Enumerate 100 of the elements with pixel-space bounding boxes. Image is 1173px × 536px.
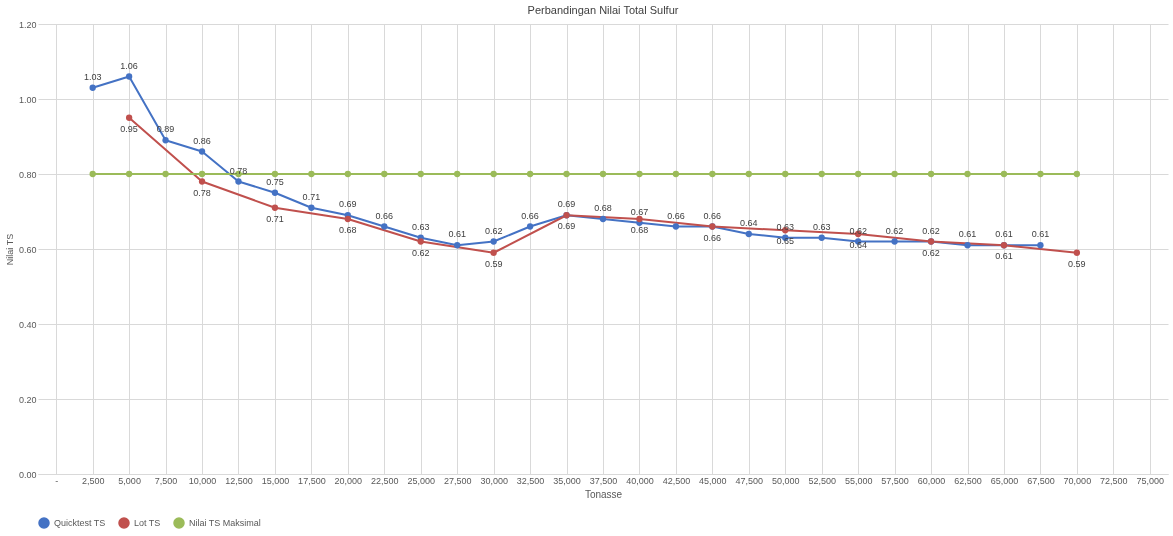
data-label: 0.68 bbox=[594, 203, 612, 213]
x-tick-label: 2,500 bbox=[81, 475, 105, 486]
point bbox=[709, 170, 716, 178]
data-label: 0.64 bbox=[849, 240, 867, 250]
point bbox=[891, 170, 898, 178]
data-label: 0.68 bbox=[630, 225, 649, 235]
point bbox=[308, 170, 315, 178]
point bbox=[235, 178, 242, 185]
x-tick-label: 60,000 bbox=[917, 475, 946, 486]
data-label: 0.69 bbox=[557, 199, 576, 210]
data-label: 1.06 bbox=[120, 60, 138, 71]
point bbox=[1037, 242, 1044, 249]
x-tick-label: 67,500 bbox=[1027, 475, 1055, 486]
data-label: 0.68 bbox=[339, 225, 357, 235]
point bbox=[1073, 170, 1081, 178]
point bbox=[490, 170, 497, 178]
data-label: 0.59 bbox=[1068, 258, 1086, 269]
data-label: 0.61 bbox=[1031, 229, 1050, 240]
data-label: 0.63 bbox=[812, 221, 831, 232]
x-tick-label: 37,500 bbox=[589, 475, 618, 486]
point bbox=[344, 215, 351, 223]
point bbox=[271, 189, 279, 196]
point bbox=[381, 170, 388, 178]
data-label: 0.95 bbox=[120, 123, 138, 134]
y-tick-label: 1.00 bbox=[18, 94, 37, 105]
data-label: 0.67 bbox=[630, 206, 649, 217]
point bbox=[490, 238, 497, 245]
point bbox=[381, 223, 388, 230]
point bbox=[417, 170, 424, 178]
x-tick-label: 45,000 bbox=[699, 475, 727, 486]
data-label: 0.69 bbox=[557, 221, 576, 232]
point bbox=[636, 170, 643, 178]
point bbox=[89, 170, 96, 178]
point bbox=[855, 170, 862, 178]
data-label: 0.61 bbox=[958, 229, 977, 240]
data-label: 0.59 bbox=[484, 258, 503, 269]
data-label: 0.62 bbox=[411, 247, 430, 258]
x-tick-label: 50,000 bbox=[771, 475, 800, 486]
point bbox=[891, 238, 898, 245]
point bbox=[198, 178, 206, 185]
x-tick-label: 52,500 bbox=[808, 475, 836, 486]
data-label: 0.71 bbox=[266, 213, 284, 224]
point bbox=[198, 170, 206, 178]
point bbox=[89, 84, 96, 91]
data-label: 0.69 bbox=[339, 199, 357, 210]
data-label: 0.61 bbox=[995, 229, 1013, 240]
y-tick-label: 1.20 bbox=[18, 19, 37, 30]
y-tick-label: 0.00 bbox=[18, 469, 37, 480]
point bbox=[672, 170, 680, 178]
point bbox=[1000, 170, 1008, 178]
x-tick-label: 35,000 bbox=[553, 475, 581, 486]
x-tick-label: 47,500 bbox=[735, 475, 764, 486]
chart-title: Perbandingan Nilai Total Sulfur bbox=[527, 4, 679, 16]
point bbox=[162, 170, 169, 178]
x-axis-title: Tonasse bbox=[584, 488, 623, 500]
point bbox=[344, 170, 351, 178]
point bbox=[745, 170, 752, 178]
data-label: 0.65 bbox=[776, 236, 795, 247]
data-label: 0.62 bbox=[922, 247, 940, 258]
x-tick-label: 5,000 bbox=[118, 475, 141, 486]
x-tick-label: 15,000 bbox=[261, 475, 290, 486]
x-tick-label: 10,000 bbox=[188, 475, 217, 486]
data-label: 0.66 bbox=[667, 210, 685, 221]
x-tick-label: - bbox=[55, 475, 59, 486]
data-label: 0.71 bbox=[302, 191, 321, 202]
y-tick-label: 0.40 bbox=[18, 319, 37, 330]
point bbox=[490, 249, 497, 256]
point bbox=[599, 170, 607, 178]
x-tick-label: 57,500 bbox=[881, 475, 909, 486]
point bbox=[782, 170, 789, 178]
point bbox=[818, 234, 825, 241]
data-label: 0.75 bbox=[266, 176, 284, 187]
point bbox=[162, 137, 169, 144]
x-tick-label: 30,000 bbox=[480, 475, 508, 486]
y-axis-title: Nilai TS bbox=[4, 233, 15, 266]
x-tick-label: 20,000 bbox=[334, 475, 363, 486]
point bbox=[745, 230, 752, 238]
data-label: 1.03 bbox=[83, 71, 102, 82]
point bbox=[271, 170, 279, 178]
point bbox=[308, 204, 315, 211]
point bbox=[818, 170, 825, 178]
point bbox=[964, 242, 971, 249]
point bbox=[672, 223, 680, 230]
x-tick-label: 7,500 bbox=[154, 475, 178, 486]
data-label: 0.86 bbox=[193, 135, 211, 146]
y-tick-label: 0.20 bbox=[18, 394, 37, 405]
point bbox=[636, 215, 643, 223]
y-tick-label: 0.60 bbox=[18, 244, 37, 255]
x-tick-label: 17,500 bbox=[298, 475, 326, 486]
point bbox=[454, 170, 461, 178]
x-tick-label: 27,500 bbox=[443, 475, 472, 486]
x-tick-label: 12,500 bbox=[225, 475, 253, 486]
data-label: 0.63 bbox=[411, 221, 430, 232]
point bbox=[964, 170, 971, 178]
data-label: 0.78 bbox=[229, 165, 248, 176]
x-tick-label: 25,000 bbox=[407, 475, 436, 486]
legend-label: Lot TS bbox=[134, 518, 161, 528]
x-tick-label: 72,500 bbox=[1100, 475, 1128, 486]
legend-label: Quicktest TS bbox=[54, 518, 106, 528]
x-tick-label: 32,500 bbox=[516, 475, 545, 486]
